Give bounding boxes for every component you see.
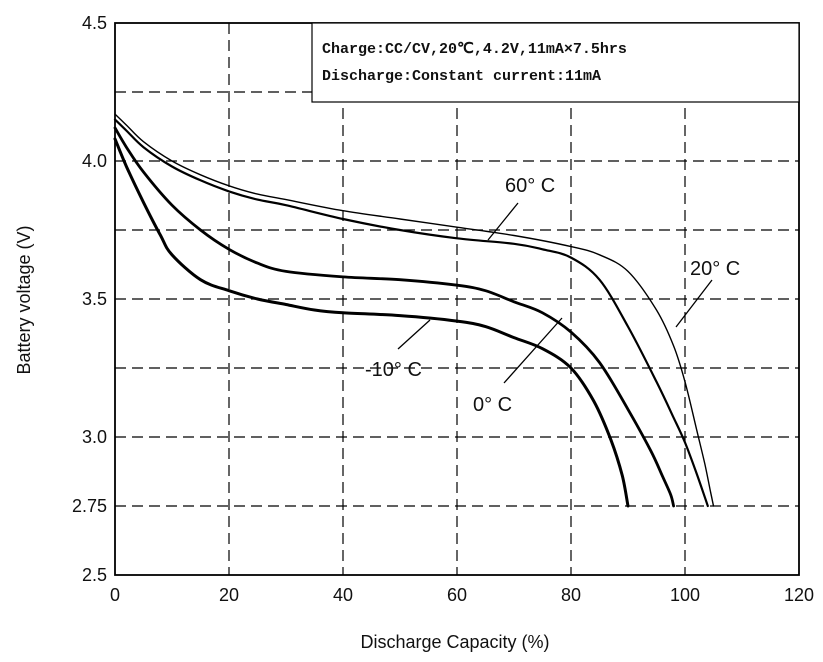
series-line-3 bbox=[113, 137, 630, 508]
x-tick-label: 40 bbox=[333, 585, 353, 605]
series-line-2 bbox=[113, 126, 675, 508]
label-minus10c: -10° C bbox=[365, 359, 422, 381]
x-tick-label: 60 bbox=[447, 585, 467, 605]
series-annotations: 60° C 20° C 0° C -10° C bbox=[365, 175, 740, 416]
condition-box-border bbox=[311, 22, 800, 103]
leader-minus10c bbox=[397, 319, 431, 350]
y-tick-label: 3.0 bbox=[82, 427, 107, 447]
x-tick-label: 80 bbox=[561, 585, 581, 605]
discharge-condition-text: Discharge:Constant current:11mA bbox=[322, 68, 601, 85]
series-line-0 bbox=[114, 113, 715, 507]
x-tick-label: 120 bbox=[784, 585, 814, 605]
grid-layer bbox=[115, 23, 799, 575]
series-line-1 bbox=[113, 118, 709, 508]
ticks-layer: 0 20 40 60 80 100 120 2.5 2.75 3.0 3.5 4.0 4.5 bbox=[72, 13, 814, 605]
y-tick-label: 2.75 bbox=[72, 496, 107, 516]
x-tick-label: 0 bbox=[110, 585, 120, 605]
leader-60c bbox=[487, 202, 519, 241]
label-20c: 20° C bbox=[690, 258, 740, 280]
leader-20c bbox=[675, 279, 713, 328]
condition-box: Charge:CC/CV,20℃,4.2V,11mA×7.5hrs Discha… bbox=[311, 22, 800, 103]
leader-0c bbox=[503, 317, 563, 384]
label-60c: 60° C bbox=[505, 175, 555, 197]
y-tick-label: 4.0 bbox=[82, 151, 107, 171]
charge-condition-text: Charge:CC/CV,20℃,4.2V,11mA×7.5hrs bbox=[322, 41, 627, 58]
y-tick-label: 2.5 bbox=[82, 565, 107, 585]
x-tick-label: 20 bbox=[219, 585, 239, 605]
curves-layer bbox=[113, 113, 715, 508]
label-0c: 0° C bbox=[473, 394, 512, 416]
x-axis-label: Discharge Capacity (%) bbox=[360, 632, 549, 652]
y-tick-label: 3.5 bbox=[82, 289, 107, 309]
x-tick-label: 100 bbox=[670, 585, 700, 605]
y-axis-label: Battery voltage (V) bbox=[14, 225, 34, 374]
y-tick-label: 4.5 bbox=[82, 13, 107, 33]
